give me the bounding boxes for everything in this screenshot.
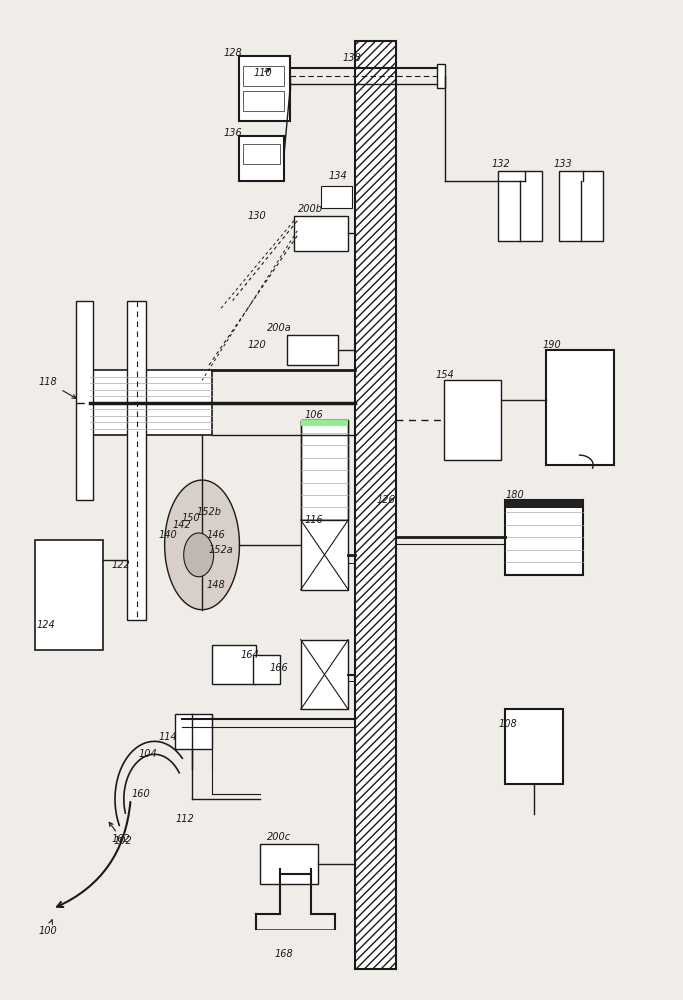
Text: 108: 108 [499, 719, 518, 729]
Text: 112: 112 [176, 814, 195, 824]
Polygon shape [184, 533, 214, 577]
Text: 118: 118 [39, 377, 76, 398]
Text: 164: 164 [240, 650, 259, 660]
Text: 114: 114 [158, 732, 178, 742]
Text: 200b: 200b [298, 204, 323, 214]
Text: 200a: 200a [266, 323, 291, 333]
Bar [243, 144, 280, 164]
Text: 116: 116 [305, 515, 324, 525]
Bar [505, 500, 583, 575]
Text: 134: 134 [329, 171, 348, 181]
Text: 110: 110 [253, 68, 272, 78]
Bar [76, 301, 93, 500]
Bar [36, 540, 103, 650]
Bar [240, 56, 290, 121]
Text: 200c: 200c [267, 832, 291, 842]
Bar [175, 714, 212, 749]
Text: 180: 180 [505, 490, 525, 500]
Text: 122: 122 [111, 560, 130, 570]
Bar [546, 350, 613, 465]
Bar [127, 301, 146, 620]
Text: 152a: 152a [209, 545, 234, 555]
Text: 126: 126 [376, 495, 395, 505]
Text: 166: 166 [270, 663, 288, 673]
Bar [505, 500, 583, 508]
Text: 162: 162 [111, 834, 130, 844]
Bar [301, 520, 348, 590]
Text: 154: 154 [436, 370, 454, 380]
Text: 100: 100 [39, 920, 57, 936]
Bar [355, 41, 396, 969]
Bar [301, 640, 348, 709]
Text: 190: 190 [543, 340, 561, 350]
Bar [443, 380, 501, 460]
Bar [90, 370, 212, 435]
Bar [287, 335, 338, 365]
Text: 148: 148 [206, 580, 225, 590]
Text: 138: 138 [342, 53, 361, 63]
Bar [243, 66, 283, 86]
Bar [505, 500, 583, 575]
Text: 132: 132 [492, 159, 511, 169]
Bar [498, 171, 542, 241]
Text: 106: 106 [305, 410, 324, 420]
Text: 133: 133 [553, 159, 572, 169]
Text: 130: 130 [247, 211, 266, 221]
Text: 142: 142 [172, 520, 191, 530]
Bar [294, 216, 348, 251]
Bar [253, 655, 280, 684]
Bar [436, 64, 445, 88]
Text: 128: 128 [223, 48, 242, 58]
Bar [301, 420, 348, 520]
Text: 136: 136 [223, 128, 242, 138]
Bar [301, 420, 348, 520]
Text: 152b: 152b [196, 507, 221, 517]
Text: 140: 140 [158, 530, 178, 540]
Bar [321, 186, 352, 208]
Bar [559, 171, 603, 241]
Bar [212, 645, 257, 684]
Text: 146: 146 [206, 530, 225, 540]
Text: 168: 168 [275, 949, 293, 959]
Text: 120: 120 [247, 340, 266, 350]
Text: 104: 104 [138, 749, 157, 759]
Text: 150: 150 [181, 513, 200, 523]
Polygon shape [165, 480, 240, 610]
Bar [260, 844, 318, 884]
Bar [240, 136, 283, 181]
Bar [243, 91, 283, 111]
Text: 124: 124 [36, 620, 55, 630]
Text: 102: 102 [109, 822, 133, 846]
Bar [301, 420, 348, 426]
Bar [505, 709, 563, 784]
Text: 160: 160 [131, 789, 150, 799]
